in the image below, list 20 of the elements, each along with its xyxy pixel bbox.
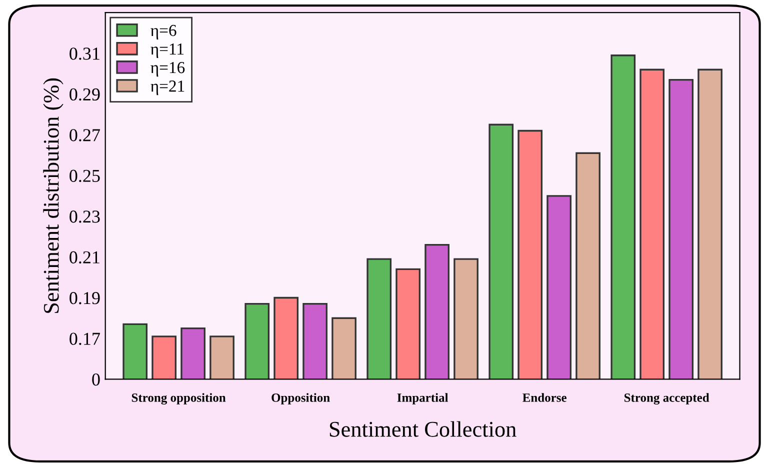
x-tick-label: Strong accepted — [624, 393, 710, 405]
x-tick-label: Strong opposition — [132, 393, 226, 405]
y-tick-label: 0.19 — [70, 292, 100, 304]
legend-label: η=6 — [150, 24, 176, 40]
x-tick-label: Endorse — [522, 393, 566, 402]
y-tick-label: 0.17 — [70, 332, 100, 345]
x-tick-label: Opposition — [272, 393, 330, 404]
legend-label: η=11 — [150, 43, 184, 58]
y-tick-label: 0.25 — [70, 170, 100, 182]
y-tick-label: 0.31 — [70, 48, 100, 60]
x-axis-title: Sentiment Collection — [330, 421, 516, 437]
legend-label: η=21 — [150, 80, 184, 96]
y-tick-label: 0.23 — [70, 210, 100, 223]
y-axis-title: Sentiment distribution (%) — [43, 78, 64, 313]
legend-label: η=16 — [150, 62, 185, 77]
y-tick-label: 0.21 — [70, 251, 100, 264]
y-tick-label: 0.29 — [70, 88, 100, 101]
x-tick-label: Impartial — [397, 393, 448, 404]
y-tick-label: 0.27 — [70, 129, 100, 142]
y-tick-label: 0 — [92, 373, 100, 386]
